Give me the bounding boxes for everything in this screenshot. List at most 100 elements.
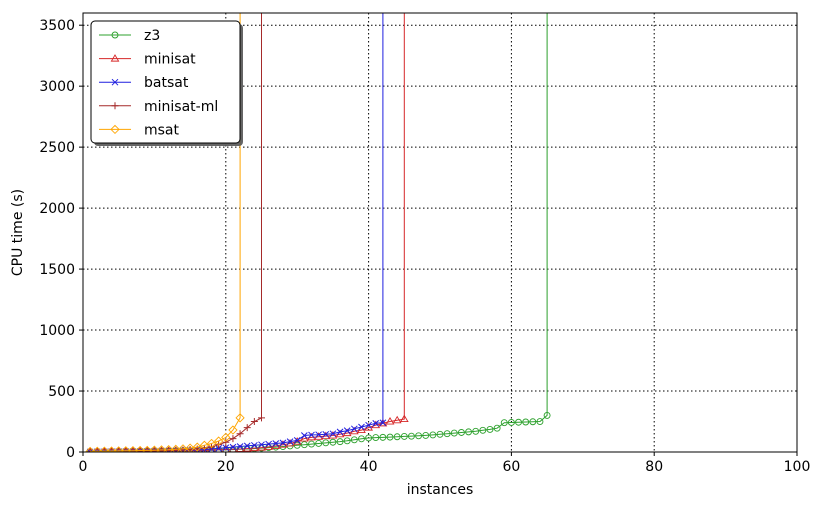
data-point-minisat bbox=[392, 415, 402, 424]
data-point-z3 bbox=[293, 441, 301, 449]
data-point-z3 bbox=[500, 419, 508, 427]
data-point-z3 bbox=[308, 440, 315, 448]
data-point-z3 bbox=[450, 429, 458, 437]
data-point-batsat bbox=[365, 421, 372, 429]
data-point-batsat bbox=[279, 439, 287, 447]
legend-item-z3: z3 bbox=[99, 28, 160, 44]
data-point-msat bbox=[85, 446, 95, 452]
x-tick-label: 20 bbox=[217, 459, 235, 475]
data-point-minisat bbox=[214, 445, 223, 452]
data-point-minisat-ml bbox=[165, 447, 173, 452]
data-point-batsat bbox=[229, 443, 237, 451]
x-tick-label: 40 bbox=[360, 459, 378, 475]
data-point-minisat-ml bbox=[143, 447, 151, 452]
data-point-z3 bbox=[493, 424, 501, 432]
data-point-minisat-ml bbox=[200, 444, 208, 452]
legend-marker bbox=[111, 78, 119, 86]
data-point-batsat bbox=[293, 437, 301, 444]
legend-item-msat: msat bbox=[99, 122, 180, 138]
y-axis-label: CPU time (s) bbox=[10, 189, 26, 276]
x-tick-label: 100 bbox=[784, 459, 811, 475]
data-point-msat bbox=[235, 413, 245, 423]
data-point-msat bbox=[106, 446, 117, 452]
data-point-minisat bbox=[357, 425, 366, 434]
legend-marker bbox=[111, 102, 119, 110]
data-point-z3 bbox=[472, 427, 480, 435]
data-point-msat bbox=[142, 445, 152, 452]
legend-marker bbox=[110, 124, 120, 135]
data-point-z3 bbox=[507, 419, 515, 426]
data-point-batsat bbox=[300, 432, 308, 439]
data-point-batsat bbox=[265, 440, 272, 448]
legend-item-minisat: minisat bbox=[99, 52, 196, 68]
data-point-z3 bbox=[322, 439, 330, 447]
data-point-minisat-ml bbox=[150, 447, 158, 452]
data-point-z3 bbox=[343, 437, 351, 445]
data-point-batsat bbox=[236, 443, 244, 450]
data-point-msat bbox=[185, 443, 195, 452]
data-point-batsat bbox=[222, 444, 230, 452]
data-point-z3 bbox=[415, 432, 423, 440]
data-point-msat bbox=[206, 438, 217, 449]
data-point-z3 bbox=[350, 436, 358, 444]
data-point-msat bbox=[128, 446, 138, 452]
data-point-minisat bbox=[399, 414, 409, 423]
data-point-msat bbox=[149, 445, 160, 452]
data-point-minisat-ml bbox=[172, 446, 180, 452]
data-point-msat bbox=[135, 445, 145, 452]
data-point-z3 bbox=[436, 430, 444, 438]
data-point-msat bbox=[228, 425, 238, 435]
data-point-msat bbox=[114, 446, 124, 452]
data-point-z3 bbox=[486, 425, 494, 433]
data-point-minisat-ml bbox=[229, 435, 237, 443]
data-point-batsat bbox=[258, 441, 265, 449]
data-point-batsat bbox=[315, 431, 322, 439]
legend-label: z3 bbox=[144, 28, 160, 44]
data-point-z3 bbox=[358, 435, 365, 443]
y-tick-label: 2000 bbox=[39, 201, 75, 217]
data-point-batsat bbox=[336, 428, 344, 436]
data-point-batsat bbox=[379, 419, 387, 427]
legend-marker bbox=[111, 31, 119, 39]
data-point-z3 bbox=[515, 418, 522, 426]
x-tick-label: 80 bbox=[645, 459, 663, 475]
y-tick-label: 0 bbox=[66, 445, 75, 461]
data-point-z3 bbox=[479, 426, 487, 434]
x-axis-label: instances bbox=[407, 482, 474, 498]
series-group bbox=[85, 13, 551, 452]
data-point-minisat-ml bbox=[243, 424, 251, 432]
data-point-batsat bbox=[372, 419, 380, 427]
data-point-msat bbox=[156, 445, 167, 452]
legend-label: minisat bbox=[144, 52, 196, 68]
data-point-minisat-ml bbox=[250, 418, 258, 426]
data-point-z3 bbox=[393, 433, 401, 441]
data-point-msat bbox=[171, 444, 181, 452]
data-point-z3 bbox=[379, 433, 387, 441]
legend-label: msat bbox=[144, 122, 180, 138]
plot-frame bbox=[82, 12, 798, 453]
series-msat bbox=[85, 13, 245, 452]
y-tick-label: 2500 bbox=[39, 140, 75, 156]
data-point-minisat-ml bbox=[158, 447, 166, 452]
legend-label: batsat bbox=[144, 75, 189, 91]
data-point-minisat-ml bbox=[258, 414, 265, 422]
y-tick-label: 500 bbox=[48, 384, 75, 400]
data-point-batsat bbox=[343, 427, 351, 435]
data-point-z3 bbox=[400, 432, 408, 440]
data-point-batsat bbox=[308, 431, 315, 439]
x-tick-label: 0 bbox=[79, 459, 88, 475]
legend-box bbox=[90, 20, 241, 144]
data-point-z3 bbox=[407, 432, 415, 440]
data-point-batsat bbox=[286, 438, 294, 445]
data-point-batsat bbox=[322, 430, 330, 438]
data-point-z3 bbox=[336, 438, 344, 446]
data-point-msat bbox=[199, 440, 210, 450]
data-point-z3 bbox=[429, 431, 437, 439]
y-tick-label: 3500 bbox=[39, 18, 75, 34]
data-point-batsat bbox=[358, 423, 365, 431]
data-point-z3 bbox=[315, 440, 323, 447]
data-point-msat bbox=[214, 436, 224, 446]
data-point-z3 bbox=[443, 430, 451, 438]
data-point-batsat bbox=[329, 430, 337, 438]
